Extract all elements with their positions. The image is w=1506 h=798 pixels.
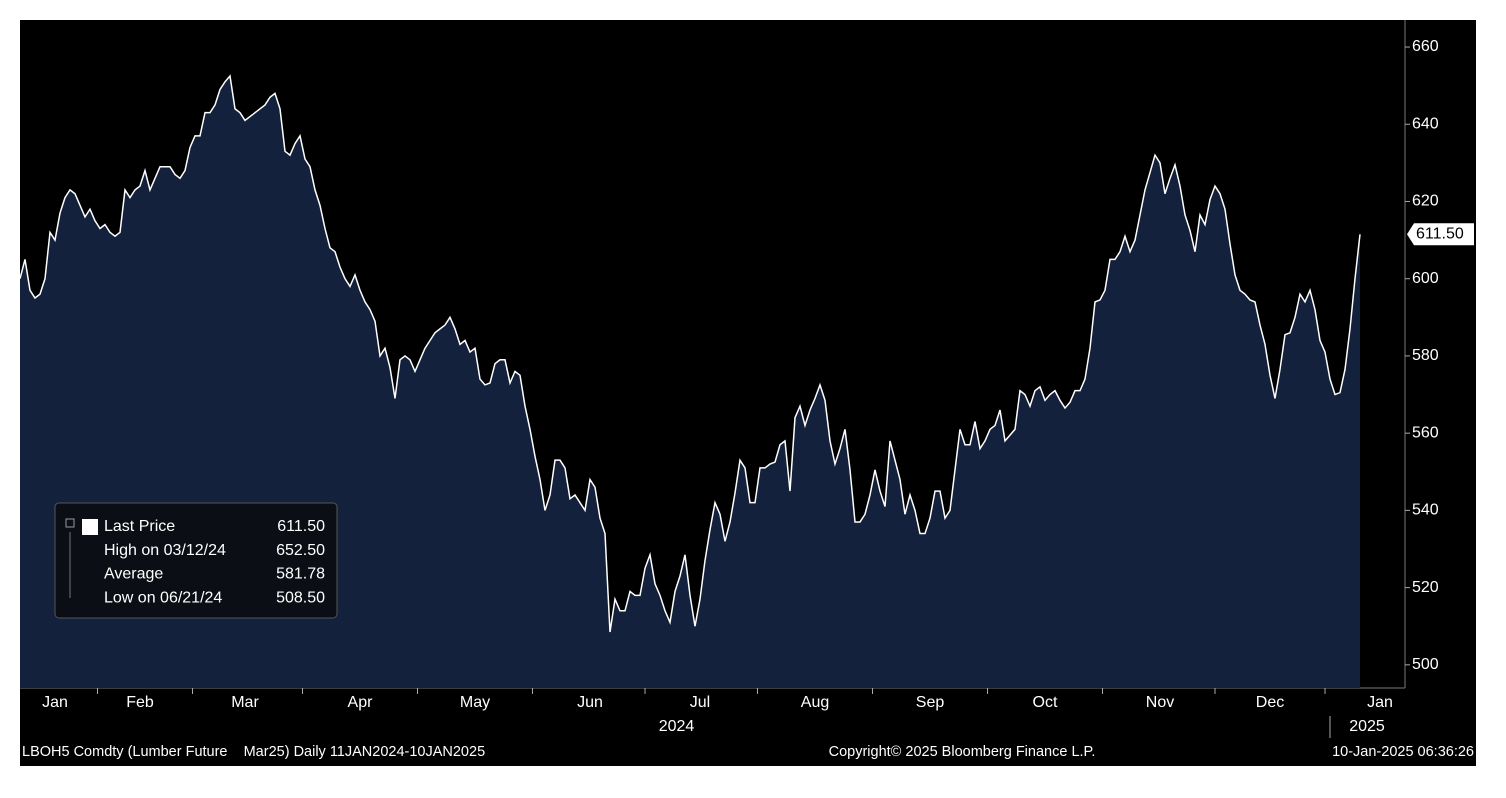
x-tick-label: Dec: [1256, 694, 1284, 711]
legend-label: Low on 06/21/24: [104, 589, 222, 606]
legend-value: 508.50: [276, 589, 325, 606]
x-tick-label: Jan: [42, 694, 68, 711]
legend-label: Average: [104, 566, 163, 583]
legend-value: 581.78: [276, 566, 325, 583]
last-price-label: 611.50: [1416, 226, 1464, 243]
legend-swatch: [82, 519, 98, 535]
y-tick-label: 620: [1412, 193, 1439, 210]
x-tick-label: Apr: [348, 694, 374, 711]
footer-left: LBOH5 Comdty (Lumber Future Mar25) Daily…: [22, 744, 485, 760]
y-tick-label: 500: [1412, 656, 1439, 673]
y-tick-label: 600: [1412, 270, 1439, 287]
x-tick-label: Feb: [126, 694, 154, 711]
x-tick-label: Mar: [231, 694, 259, 711]
legend-label: High on 03/12/24: [104, 542, 226, 559]
legend-value: 652.50: [276, 542, 325, 559]
price-line: [19, 74, 1361, 633]
last-price-tag: [1407, 223, 1474, 246]
y-tick-label: 520: [1412, 579, 1439, 596]
x-tick-label: Sep: [916, 694, 945, 711]
x-tick-label: Jan: [1367, 694, 1393, 711]
footer-right: 10-Jan-2025 06:36:26: [1332, 744, 1474, 760]
y-tick-label: 560: [1412, 424, 1439, 441]
y-tick-label: 580: [1412, 347, 1439, 364]
x-tick-label: Nov: [1146, 694, 1174, 711]
legend: Last Price 611.50 High on 03/12/24 652.50 Av…: [54, 502, 338, 619]
legend-collapse: [65, 518, 75, 528]
x-tick-label: Aug: [801, 694, 829, 711]
x-tick-label: Oct: [1033, 694, 1058, 711]
x-tick-label: May: [460, 694, 490, 711]
legend-label: Last Price: [104, 518, 175, 535]
legend-box: [54, 502, 338, 619]
y-tick-label: 540: [1412, 502, 1439, 519]
area-fill: [20, 75, 1360, 688]
y-tick-label: 660: [1412, 38, 1439, 55]
footer-center: Copyright© 2025 Bloomberg Finance L.P.: [829, 744, 1096, 760]
x-tick-label: Jun: [577, 694, 603, 711]
year-label: 2024: [659, 718, 695, 735]
legend-value: 611.50: [277, 518, 325, 535]
x-tick-label: Jul: [690, 694, 710, 711]
y-tick-label: 640: [1412, 115, 1439, 132]
year-label: 2025: [1349, 718, 1385, 735]
